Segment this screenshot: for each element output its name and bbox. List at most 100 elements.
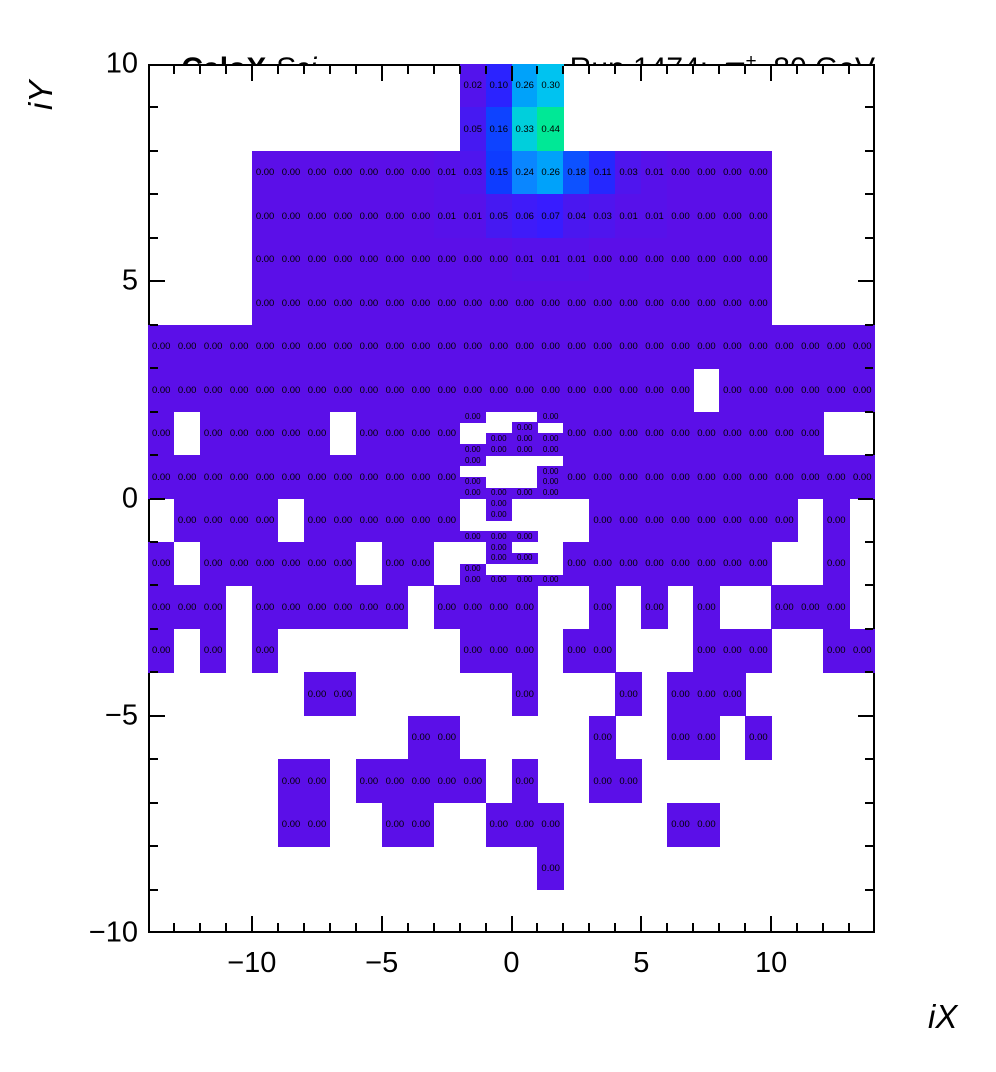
axis-tick [614, 66, 617, 74]
axis-tick [458, 66, 461, 74]
heatmap-cell: 0.00 [329, 585, 357, 630]
heatmap-cell: 0.00 [797, 324, 824, 369]
heatmap-fine-cell: 0.00 [511, 444, 538, 456]
heatmap-cell: 0.00 [589, 628, 616, 673]
axis-tick [822, 923, 825, 931]
heatmap-cell: 0.00 [719, 672, 746, 717]
axis-tick [150, 584, 158, 587]
axis-tick [150, 888, 158, 891]
heatmap-cell: 0.00 [303, 498, 331, 543]
heatmap-fine-cell: 0.00 [459, 563, 487, 576]
heatmap-cell: 0.00 [797, 455, 824, 499]
heatmap-cell: 0.00 [173, 455, 201, 499]
heatmap-cell: 0.00 [745, 324, 772, 369]
heatmap-cell: 0.00 [251, 150, 279, 195]
heatmap-cell: 0.00 [719, 368, 746, 413]
heatmap-fine-cell: 0.00 [485, 433, 512, 445]
y-tick-label: 0 [121, 482, 138, 514]
x-tick-label: −5 [365, 947, 399, 979]
heatmap-cell: 0.00 [329, 150, 357, 195]
heatmap-cell: 0.00 [355, 585, 383, 630]
heatmap-cell: 0.00 [303, 281, 331, 326]
axis-tick [150, 280, 165, 283]
heatmap-cell: 0.00 [199, 455, 227, 499]
axis-tick [380, 66, 383, 81]
axis-tick [848, 66, 851, 74]
heatmap-cell: 0.00 [303, 411, 331, 456]
axis-tick [150, 801, 158, 804]
heatmap-cell: 0.26 [511, 64, 538, 108]
heatmap-cell: 0.10 [485, 64, 512, 108]
axis-tick [276, 923, 279, 931]
heatmap-cell: 0.00 [771, 585, 798, 630]
heatmap-cell: 0.00 [251, 498, 279, 543]
heatmap-cell: 0.00 [485, 802, 512, 847]
heatmap-cell: 0.00 [615, 411, 642, 456]
x-tick-label: 10 [755, 947, 788, 979]
axis-tick [150, 410, 158, 413]
axis-tick [666, 66, 669, 74]
heatmap-cell: 0.00 [303, 802, 331, 847]
heatmap-cell: 0.00 [381, 759, 409, 804]
heatmap-cell: 0.01 [641, 194, 668, 239]
heatmap-cell: 0.00 [615, 759, 642, 804]
heatmap-cell: 0.00 [303, 194, 331, 239]
heatmap-cell: 0.00 [719, 281, 746, 326]
heatmap-fine-cell: 0.00 [511, 552, 538, 565]
x-tick-label: −10 [227, 947, 277, 979]
axis-tick [865, 149, 873, 152]
heatmap-cell: 0.00 [693, 715, 720, 760]
heatmap-cell: 0.00 [667, 194, 694, 239]
heatmap-cell: 0.00 [407, 281, 435, 326]
heatmap-cell: 0.00 [719, 628, 746, 673]
heatmap-cell: 0.00 [459, 628, 487, 673]
heatmap-cell: 0.24 [511, 150, 538, 195]
heatmap-cell: 0.00 [693, 541, 720, 586]
heatmap-cell: 0.06 [511, 194, 538, 239]
heatmap-cell: 0.15 [485, 150, 512, 195]
heatmap-cell: 0.00 [823, 628, 850, 673]
heatmap-cell: 0.00 [355, 498, 383, 543]
heatmap-cell: 0.00 [797, 585, 824, 630]
axis-tick [692, 66, 695, 74]
heatmap-cell: 0.00 [615, 672, 642, 717]
heatmap-cell: 0.00 [485, 368, 512, 413]
heatmap-cell: 0.00 [693, 455, 720, 499]
heatmap-cell: 0.00 [329, 541, 357, 586]
heatmap-cell: 0.00 [381, 455, 409, 499]
axis-tick [796, 66, 799, 74]
heatmap-cell: 0.00 [563, 324, 590, 369]
heatmap-cell: 0.00 [849, 368, 876, 413]
heatmap-cell: 0.00 [849, 324, 876, 369]
heatmap-cell: 0.00 [277, 802, 305, 847]
axis-tick [354, 923, 357, 931]
heatmap-fine-cell: 0.00 [537, 433, 564, 445]
axis-tick [150, 454, 158, 457]
heatmap-fine-cell: 0.00 [511, 422, 538, 434]
heatmap-cell: 0.00 [277, 455, 305, 499]
heatmap-cell: 0.00 [407, 368, 435, 413]
heatmap-fine-cell: 0.00 [511, 433, 538, 445]
heatmap-fine-cell: 0.00 [459, 444, 487, 456]
heatmap-cell: 0.00 [719, 455, 746, 499]
heatmap-cell: 0.00 [303, 759, 331, 804]
heatmap-cell: 0.00 [355, 237, 383, 282]
heatmap-cell: 0.00 [407, 324, 435, 369]
heatmap-cell: 0.00 [251, 194, 279, 239]
heatmap-cell: 0.00 [225, 498, 253, 543]
heatmap-cell: 0.00 [693, 194, 720, 239]
heatmap-cell: 0.00 [615, 455, 642, 499]
axis-tick [172, 923, 175, 931]
heatmap-cell: 0.00 [641, 281, 668, 326]
heatmap-cell: 0.00 [251, 455, 279, 499]
heatmap-cell: 0.00 [251, 368, 279, 413]
heatmap-cell: 0.00 [693, 802, 720, 847]
heatmap-cell: 0.00 [277, 150, 305, 195]
heatmap-cell: 0.00 [823, 324, 850, 369]
heatmap-cell: 0.00 [615, 498, 642, 543]
heatmap-cell: 0.00 [277, 194, 305, 239]
axis-tick [198, 923, 201, 931]
axis-tick [692, 923, 695, 931]
heatmap-fine-cell: 0.00 [537, 411, 564, 423]
